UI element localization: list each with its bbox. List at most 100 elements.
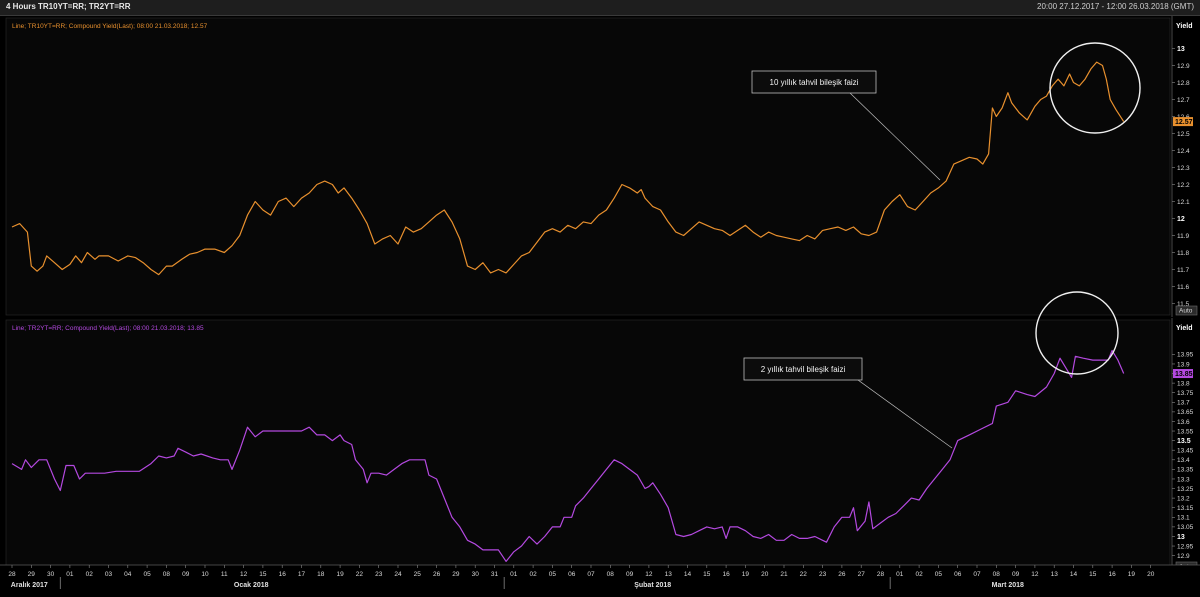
y-tick-label: 13.05 — [1177, 524, 1194, 531]
y-tick-label: 13.45 — [1177, 448, 1194, 455]
y-tick-label: 11.9 — [1177, 233, 1190, 240]
y-tick-label: 13 — [1177, 534, 1185, 541]
y-axis-title: Yield — [1176, 23, 1192, 30]
y-tick-label: 11.7 — [1177, 267, 1190, 274]
x-tick-label: 31 — [491, 571, 499, 578]
x-tick-label: 06 — [568, 571, 576, 578]
x-tick-label: 29 — [28, 571, 36, 578]
series-legend: Line; TR10YT=RR; Compound Yield(Last); 0… — [12, 23, 208, 30]
y-tick-label: 13.6 — [1177, 419, 1190, 426]
y-tick-label: 13.75 — [1177, 390, 1194, 397]
month-label: Şubat 2018 — [634, 582, 671, 589]
y-tick-label: 11.5 — [1177, 301, 1190, 308]
x-tick-label: 16 — [1108, 571, 1116, 578]
x-tick-label: 05 — [143, 571, 151, 578]
y-tick-label: 13.1 — [1177, 515, 1190, 522]
plot-area — [5, 17, 1171, 316]
y-tick-label: 13.3 — [1177, 476, 1190, 483]
x-tick-label: 30 — [47, 571, 55, 578]
x-tick-label: 29 — [452, 571, 460, 578]
x-tick-label: 01 — [896, 571, 904, 578]
x-tick-label: 03 — [105, 571, 113, 578]
y-tick-label: 13.65 — [1177, 409, 1194, 416]
y-tick-label: 13.4 — [1177, 457, 1190, 464]
annotation-label: 10 yıllık tahvil bileşik faizi — [770, 78, 859, 87]
x-tick-label: 10 — [201, 571, 209, 578]
y-tick-label: 12.8 — [1177, 80, 1190, 87]
series-line-2y[interactable] — [11, 349, 1125, 563]
y-tick-label: 13 — [1177, 46, 1185, 53]
y-axis-title: Yield — [1176, 325, 1192, 332]
y-tick-label: 13.2 — [1177, 495, 1190, 502]
x-tick-label: 16 — [279, 571, 287, 578]
y-tick-label: 13.9 — [1177, 361, 1190, 368]
month-label: Ocak 2018 — [234, 582, 269, 589]
x-axis: 28 29 30 01 02 03 04 05 08 09 10 11 12 15 16 17 18 19 22 23… — [0, 564, 1200, 597]
x-tick-label: 06 — [954, 571, 962, 578]
panel-10y[interactable]: Line; TR10YT=RR; Compound Yield(Last); 0… — [0, 16, 1200, 317]
x-tick-label: 21 — [780, 571, 788, 578]
annotation-pointer — [849, 92, 941, 181]
annotation-box[interactable] — [743, 357, 863, 381]
x-tick-label: 18 — [317, 571, 325, 578]
y-tick-label: 13.25 — [1177, 486, 1194, 493]
x-axis-background — [0, 565, 1200, 597]
series-line-10y[interactable] — [11, 61, 1125, 276]
y-tick-label: 12.95 — [1177, 543, 1194, 550]
x-tick-label: 19 — [742, 571, 750, 578]
x-tick-label: 20 — [1147, 571, 1155, 578]
x-tick-label: 12 — [240, 571, 248, 578]
x-tick-label: 08 — [993, 571, 1001, 578]
y-tick-label: 12 — [1177, 216, 1185, 223]
x-tick-label: 09 — [626, 571, 634, 578]
x-tick-label: 12 — [645, 571, 653, 578]
x-tick-label: 30 — [472, 571, 480, 578]
last-value-label: 12.57 — [1175, 119, 1193, 126]
x-tick-label: 04 — [124, 571, 132, 578]
x-tick-label: 23 — [375, 571, 383, 578]
x-tick-label: 02 — [915, 571, 923, 578]
y-tick-label: 13.15 — [1177, 505, 1194, 512]
highlight-circle — [1035, 291, 1119, 375]
x-tick-label: 17 — [298, 571, 306, 578]
x-tick-label: 27 — [858, 571, 866, 578]
x-tick-label: 15 — [1089, 571, 1097, 578]
x-tick-label: 15 — [259, 571, 267, 578]
x-tick-label: 16 — [722, 571, 730, 578]
month-label: Aralık 2017 — [11, 582, 48, 589]
y-tick-label: 13.95 — [1177, 352, 1194, 359]
y-tick-label: 12.9 — [1177, 553, 1190, 560]
x-tick-label: 28 — [877, 571, 885, 578]
x-tick-label: 05 — [549, 571, 557, 578]
y-tick-label: 12.9 — [1177, 63, 1190, 70]
x-tick-label: 07 — [973, 571, 981, 578]
annotation-pointer — [857, 379, 953, 449]
x-tick-label: 14 — [684, 571, 692, 578]
chart-title: 4 Hours TR10YT=RR; TR2YT=RR — [6, 2, 131, 11]
title-bar: 4 Hours TR10YT=RR; TR2YT=RR 20:00 27.12.… — [0, 0, 1200, 16]
x-tick-label: 19 — [1128, 571, 1136, 578]
x-tick-label: 11 — [221, 571, 228, 578]
x-tick-label: 26 — [838, 571, 846, 578]
annotation-box[interactable] — [751, 70, 877, 94]
x-tick-label: 02 — [529, 571, 537, 578]
x-tick-label: 25 — [414, 571, 422, 578]
y-tick-label: 12.2 — [1177, 182, 1190, 189]
auto-scale-button[interactable] — [1175, 305, 1198, 316]
panel-2y[interactable]: Line; TR2YT=RR; Compound Yield(Last); 08… — [0, 291, 1200, 573]
y-tick-label: 11.8 — [1177, 250, 1190, 257]
y-tick-label: 12.5 — [1177, 131, 1190, 138]
x-tick-label: 05 — [935, 571, 943, 578]
plot-area — [5, 319, 1171, 572]
y-tick-label: 12.1 — [1177, 199, 1190, 206]
series-legend: Line; TR2YT=RR; Compound Yield(Last); 08… — [12, 325, 204, 332]
x-tick-label: 07 — [587, 571, 595, 578]
x-tick-label: 28 — [8, 571, 16, 578]
annotation-label: 2 yıllık tahvil bileşik faizi — [761, 365, 846, 374]
y-tick-label: 12.7 — [1177, 97, 1190, 104]
y-tick-label: 12.4 — [1177, 148, 1190, 155]
x-tick-label: 02 — [86, 571, 94, 578]
x-tick-label: 09 — [182, 571, 190, 578]
